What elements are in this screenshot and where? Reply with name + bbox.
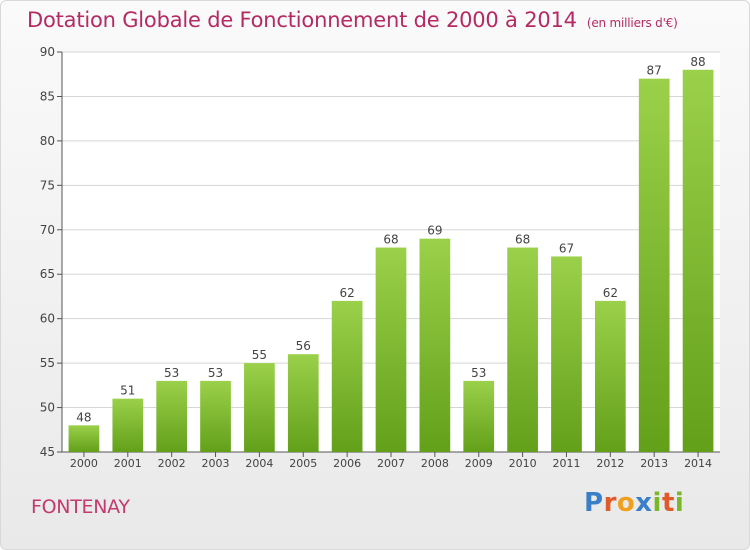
bar: [551, 256, 582, 452]
bar: [112, 398, 144, 452]
x-tick-label: 2002: [158, 457, 186, 470]
x-tick-label: 2008: [421, 457, 449, 470]
x-tick-label: 2004: [245, 457, 273, 470]
y-tick-label: 50: [40, 401, 55, 415]
bar: [200, 380, 231, 452]
x-tick-label: 2001: [114, 457, 142, 470]
y-tick-label: 60: [40, 312, 55, 326]
bar-value-label: 56: [296, 339, 311, 353]
bar-value-label: 68: [383, 233, 398, 247]
chart-title-text: Dotation Globale de Fonctionnement de 20…: [27, 8, 577, 32]
bar-value-label: 62: [339, 286, 354, 300]
bar: [156, 380, 188, 452]
bar: [594, 300, 626, 452]
x-tick-label: 2007: [377, 457, 405, 470]
y-tick-label: 85: [40, 89, 55, 103]
x-tick-label: 2014: [684, 457, 712, 470]
y-tick-label: 65: [40, 267, 55, 281]
bar: [682, 69, 714, 453]
chart-subtitle: (en milliers d'€): [586, 16, 678, 30]
bar-value-label: 69: [427, 224, 442, 238]
bar-value-label: 53: [471, 366, 486, 380]
x-tick-label: 2006: [333, 457, 361, 470]
x-tick-label: 2000: [70, 457, 98, 470]
bar-value-label: 53: [164, 366, 179, 380]
bar-value-label: 88: [690, 55, 705, 69]
bar: [375, 247, 407, 452]
logo-letter: P: [584, 488, 604, 518]
proxiti-logo: Proxiti: [584, 488, 684, 518]
x-tick-label: 2005: [289, 457, 317, 470]
x-tick-label: 2003: [202, 457, 230, 470]
bar: [287, 354, 319, 452]
bar: [507, 247, 538, 452]
bar-value-label: 87: [647, 64, 662, 78]
logo-letter: i: [674, 488, 685, 518]
y-tick-label: 90: [40, 45, 55, 59]
logo-letter: t: [661, 488, 675, 518]
x-tick-label: 2013: [640, 457, 668, 470]
bar-value-label: 53: [208, 366, 223, 380]
x-tick-label: 2011: [552, 457, 580, 470]
logo-letter: i: [652, 488, 662, 518]
chart-title: Dotation Globale de Fonctionnement de 20…: [27, 8, 678, 32]
bar-value-label: 62: [603, 286, 618, 300]
bar-value-label: 51: [120, 384, 135, 398]
logo-letter: x: [635, 488, 653, 518]
bar-value-label: 48: [76, 410, 91, 424]
bar-value-label: 67: [559, 241, 574, 255]
bar: [244, 363, 275, 452]
y-tick-label: 80: [40, 134, 55, 148]
x-tick-label: 2012: [596, 457, 624, 470]
y-tick-label: 55: [40, 356, 55, 370]
y-tick-label: 75: [40, 178, 55, 192]
bar: [463, 380, 495, 452]
bar: [331, 300, 363, 452]
bar-value-label: 68: [515, 233, 530, 247]
bar-value-label: 55: [252, 348, 267, 362]
logo-letter: r: [603, 488, 617, 518]
x-tick-label: 2010: [509, 457, 537, 470]
y-tick-label: 70: [40, 223, 55, 237]
bar: [638, 78, 670, 453]
bar: [68, 425, 100, 452]
commune-name: FONTENAY: [31, 496, 130, 518]
y-tick-label: 45: [40, 445, 55, 459]
bar: [419, 238, 451, 452]
logo-letter: o: [616, 488, 636, 518]
x-tick-label: 2009: [465, 457, 493, 470]
